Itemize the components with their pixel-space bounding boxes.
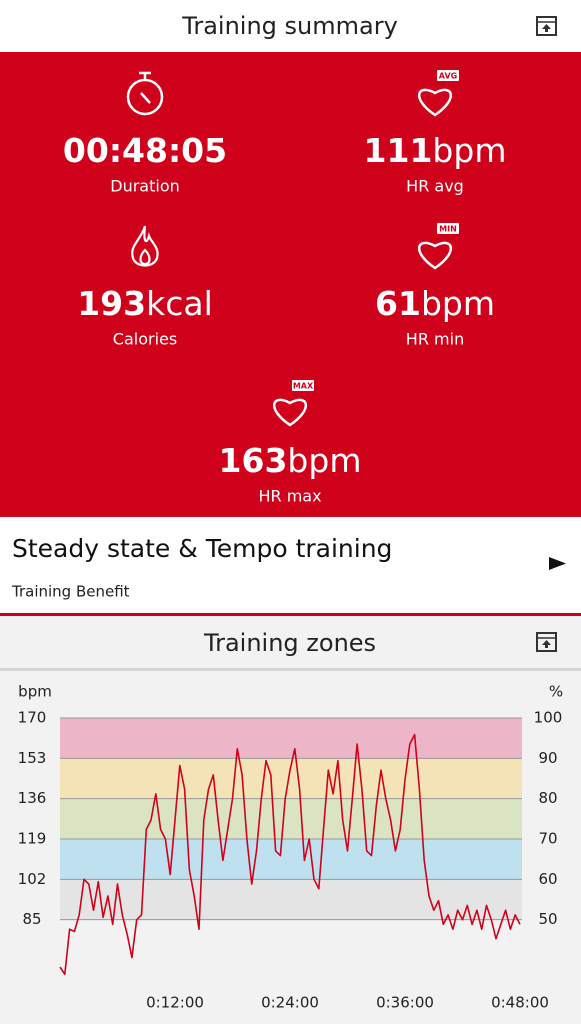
chart: bpm % 85 102 119 136 153 170 50 60 70 80 90 100 0:12:0… [18,683,563,1012]
stat: MIN 61bpm HR min [375,223,495,349]
zone-band [60,718,522,759]
stat-value: 163bpm [219,441,362,480]
stat-number: 193 [77,284,146,323]
stat-number: 61 [375,284,421,323]
y2-tick-label: 80 [538,789,557,807]
badge [292,380,314,391]
y-tick-label: 119 [18,830,47,848]
divider [0,613,581,616]
stat-label: HR min [406,330,464,349]
stat-label: Calories [113,330,177,349]
benefit-card [0,517,581,613]
stat-number: 00:48:05 [63,131,227,170]
y-tick-label: 153 [18,749,47,767]
heart-icon [272,398,308,427]
y2-tick-label: 70 [538,830,557,848]
stat: AVG 111bpm HR avg [364,70,507,196]
zone-band [60,798,522,840]
stat-label: HR max [258,487,321,506]
stat-number: 163 [219,441,288,480]
y2-tick-label: 100 [534,709,563,727]
x-tick-label: 0:36:00 [376,994,434,1012]
export-icon [536,632,557,652]
badge-text: MIN [439,225,457,234]
stat-value: 61bpm [375,284,495,323]
benefit-row[interactable]: Steady state & Tempo training Training B… [0,517,581,613]
x-tick-label: 0:12:00 [146,994,204,1012]
zones-title: Training zones [203,629,376,657]
stat-unit: bpm [432,131,506,170]
y-tick-label: 136 [18,789,47,807]
y-tick-label: 170 [18,709,47,727]
stat-label: Duration [110,177,180,196]
export-icon [542,24,551,32]
chevron [549,557,566,570]
x-tick-label: 0:48:00 [491,994,549,1012]
stat-unit: bpm [421,284,495,323]
stat: MAX 163bpm HR max [219,380,362,506]
header-bar [0,0,581,52]
export-icon [542,640,551,648]
export-button[interactable] [536,16,557,36]
badge-text: MAX [293,382,314,391]
y2-tick-label: 60 [538,870,557,888]
y-axis-label: bpm [18,683,52,701]
zone-band [60,839,522,880]
y-tick-label: 102 [18,870,47,888]
stat: 193kcal Calories [77,225,213,349]
x-tick-label: 0:24:00 [261,994,319,1012]
hr-line [59,733,521,976]
benefit-subtitle: Training Benefit [11,583,130,601]
header-title: Training summary [181,12,398,40]
badge [437,223,459,234]
y-tick-label: 85 [22,910,41,928]
stat-unit: kcal [146,284,213,323]
stat-value: 193kcal [77,284,213,323]
badge-text: AVG [439,72,457,81]
stat-unit: bpm [287,441,361,480]
y2-axis-label: % [549,683,563,701]
y2-tick-label: 50 [538,910,557,928]
stopwatch-icon [140,92,151,104]
summary-panel [0,52,581,517]
heart-icon [417,88,453,117]
benefit-title: Steady state & Tempo training [12,534,392,563]
zones-header [0,618,581,668]
stat-value: 00:48:05 [63,131,227,170]
heart-icon [417,241,453,270]
stat-label: HR avg [406,177,464,196]
stat: 00:48:05 Duration [63,71,227,196]
badge [437,70,459,81]
zone-band [60,879,522,920]
flame-icon [131,225,159,267]
header-shadow [0,668,581,671]
export-button[interactable] [536,632,557,652]
export-icon [536,16,557,36]
y2-tick-label: 90 [538,749,557,767]
stat-number: 111 [364,131,433,170]
stat-value: 111bpm [364,131,507,170]
